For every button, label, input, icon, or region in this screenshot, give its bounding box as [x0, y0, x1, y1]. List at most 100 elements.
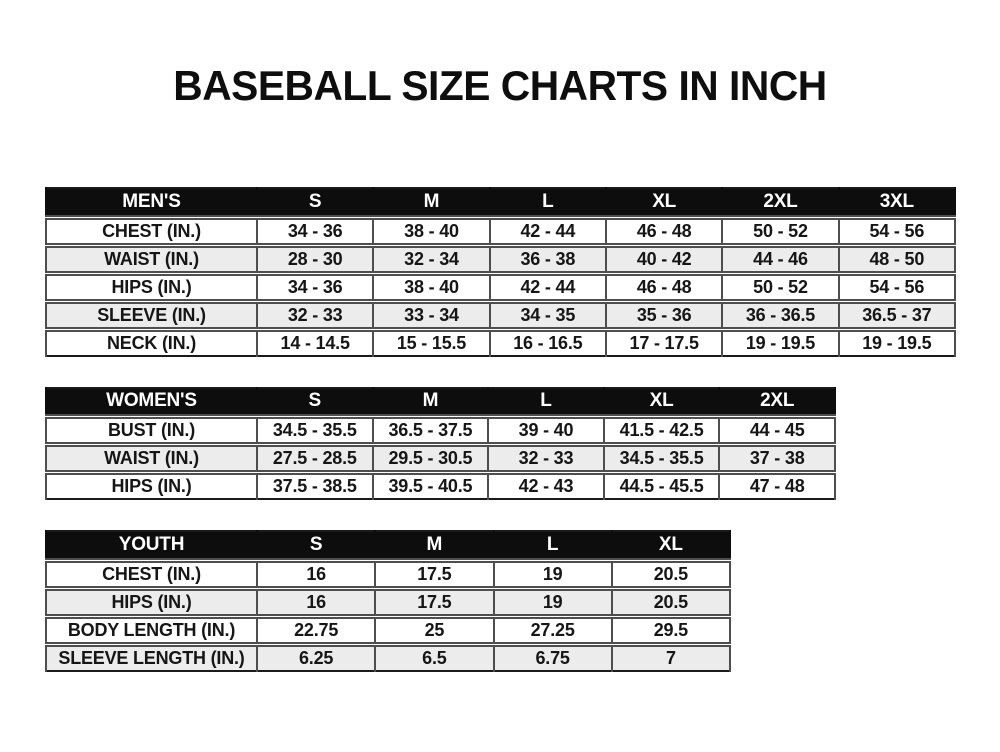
measurement-label: CHEST (IN.): [45, 557, 258, 589]
size-value: 19 - 19.5: [721, 326, 840, 356]
size-value: 37 - 38: [718, 442, 836, 473]
size-value: 36.5 - 37: [837, 298, 957, 330]
size-value: 29.5: [610, 613, 732, 645]
size-value: 46 - 48: [604, 214, 724, 246]
size-column-header: 2XL: [718, 387, 836, 417]
youth-size-table: YOUTH S M L XL CHEST (IN.) 16 17.5 19 20.5 HIPS (I…: [45, 530, 732, 672]
measurement-label: WAIST (IN.): [45, 242, 258, 274]
size-value: 34.5 - 35.5: [602, 442, 721, 473]
table-group-label: MEN'S: [45, 187, 258, 218]
page-title: BASEBALL SIZE CHARTS IN INCH: [173, 62, 827, 109]
size-value: 27.5 - 28.5: [256, 442, 374, 473]
size-value: 36 - 36.5: [721, 298, 840, 330]
measurement-label: SLEEVE (IN.): [45, 298, 258, 330]
size-column-header: L: [492, 530, 613, 561]
size-value: 7: [610, 641, 732, 671]
table-header-row: MEN'S S M L XL 2XL 3XL: [45, 187, 957, 218]
table-row: SLEEVE LENGTH (IN.) 6.25 6.5 6.75 7: [45, 641, 732, 671]
measurement-label: BODY LENGTH (IN.): [45, 613, 258, 645]
size-value: 19: [492, 557, 613, 589]
size-value: 34 - 35: [488, 298, 607, 330]
measurement-label: HIPS (IN.): [45, 585, 258, 617]
measurement-label: NECK (IN.): [45, 326, 258, 356]
size-value: 28 - 30: [255, 242, 375, 274]
size-value: 16: [255, 585, 377, 617]
size-value: 39.5 - 40.5: [371, 470, 490, 500]
size-value: 17 - 17.5: [604, 326, 724, 356]
table-row: CHEST (IN.) 34 - 36 38 - 40 42 - 44 46 - 48 5…: [45, 214, 957, 246]
table-row: HIPS (IN.) 37.5 - 38.5 39.5 - 40.5 42 - 43 4…: [45, 470, 836, 500]
table-group-label: WOMEN'S: [45, 387, 258, 417]
size-value: 15 - 15.5: [372, 326, 491, 356]
size-value: 25: [374, 613, 495, 645]
size-value: 42 - 43: [487, 470, 605, 500]
size-value: 46 - 48: [604, 270, 724, 302]
size-column-header: M: [372, 187, 491, 218]
size-column-header: XL: [602, 387, 721, 417]
measurement-label: CHEST (IN.): [45, 214, 258, 246]
size-column-header: L: [487, 387, 605, 417]
size-value: 17.5: [374, 585, 495, 617]
womens-size-table: WOMEN'S S M L XL 2XL BUST (IN.) 34.5 - 35.5 36.5…: [45, 386, 836, 500]
table-row: CHEST (IN.) 16 17.5 19 20.5: [45, 557, 732, 589]
size-value: 37.5 - 38.5: [256, 470, 374, 500]
table-row: BODY LENGTH (IN.) 22.75 25 27.25 29.5: [45, 613, 732, 645]
size-value: 44 - 45: [718, 414, 836, 445]
size-value: 22.75: [255, 613, 377, 645]
table-row: HIPS (IN.) 16 17.5 19 20.5: [45, 585, 732, 617]
size-value: 27.25: [492, 613, 613, 645]
size-value: 32 - 34: [372, 242, 491, 274]
table-row: NECK (IN.) 14 - 14.5 15 - 15.5 16 - 16.5 17 …: [45, 326, 957, 356]
table-row: BUST (IN.) 34.5 - 35.5 36.5 - 37.5 39 - 40 4…: [45, 414, 836, 445]
size-column-header: S: [255, 187, 375, 218]
charts-container: MEN'S S M L XL 2XL 3XL CHEST (IN.) 34 - 36 38 - 4…: [45, 187, 1000, 672]
size-value: 20.5: [610, 557, 732, 589]
size-value: 38 - 40: [372, 270, 491, 302]
measurement-label: HIPS (IN.): [45, 470, 258, 500]
measurement-label: WAIST (IN.): [45, 442, 258, 473]
size-value: 16 - 16.5: [488, 326, 607, 356]
table-row: SLEEVE (IN.) 32 - 33 33 - 34 34 - 35 35 - 36…: [45, 298, 957, 330]
measurement-label: BUST (IN.): [45, 414, 258, 445]
size-value: 35 - 36: [604, 298, 724, 330]
table-header-row: YOUTH S M L XL: [45, 530, 732, 561]
size-chart-page: BASEBALL SIZE CHARTS IN INCH MEN'S S M L XL 2…: [0, 62, 1000, 672]
size-column-header: M: [374, 530, 495, 561]
size-value: 41.5 - 42.5: [602, 414, 721, 445]
size-value: 32 - 33: [487, 442, 605, 473]
size-value: 50 - 52: [721, 270, 840, 302]
size-value: 20.5: [610, 585, 732, 617]
measurement-label: SLEEVE LENGTH (IN.): [45, 641, 258, 671]
size-value: 38 - 40: [372, 214, 491, 246]
mens-size-table: MEN'S S M L XL 2XL 3XL CHEST (IN.) 34 - 36 38 - 4…: [45, 187, 957, 357]
size-value: 34.5 - 35.5: [256, 414, 374, 445]
measurement-label: HIPS (IN.): [45, 270, 258, 302]
size-value: 6.25: [255, 641, 377, 671]
size-value: 17.5: [374, 557, 495, 589]
size-value: 32 - 33: [255, 298, 375, 330]
size-value: 6.5: [374, 641, 495, 671]
size-value: 29.5 - 30.5: [371, 442, 490, 473]
size-value: 42 - 44: [488, 214, 607, 246]
size-value: 36 - 38: [488, 242, 607, 274]
size-value: 44 - 46: [721, 242, 840, 274]
table-group-label: YOUTH: [45, 530, 258, 561]
size-column-header: L: [488, 187, 607, 218]
size-value: 19: [492, 585, 613, 617]
size-value: 42 - 44: [488, 270, 607, 302]
size-column-header: M: [371, 387, 490, 417]
size-value: 19 - 19.5: [837, 326, 957, 356]
size-value: 14 - 14.5: [255, 326, 375, 356]
size-value: 48 - 50: [837, 242, 957, 274]
table-header-row: WOMEN'S S M L XL 2XL: [45, 387, 836, 417]
size-value: 33 - 34: [372, 298, 491, 330]
table-row: WAIST (IN.) 27.5 - 28.5 29.5 - 30.5 32 - 33…: [45, 442, 836, 473]
size-column-header: S: [256, 387, 374, 417]
size-value: 54 - 56: [837, 270, 957, 302]
size-value: 44.5 - 45.5: [602, 470, 721, 500]
size-value: 54 - 56: [837, 214, 957, 246]
size-value: 40 - 42: [604, 242, 724, 274]
size-value: 16: [255, 557, 377, 589]
table-row: HIPS (IN.) 34 - 36 38 - 40 42 - 44 46 - 48 50…: [45, 270, 957, 302]
size-value: 47 - 48: [718, 470, 836, 500]
